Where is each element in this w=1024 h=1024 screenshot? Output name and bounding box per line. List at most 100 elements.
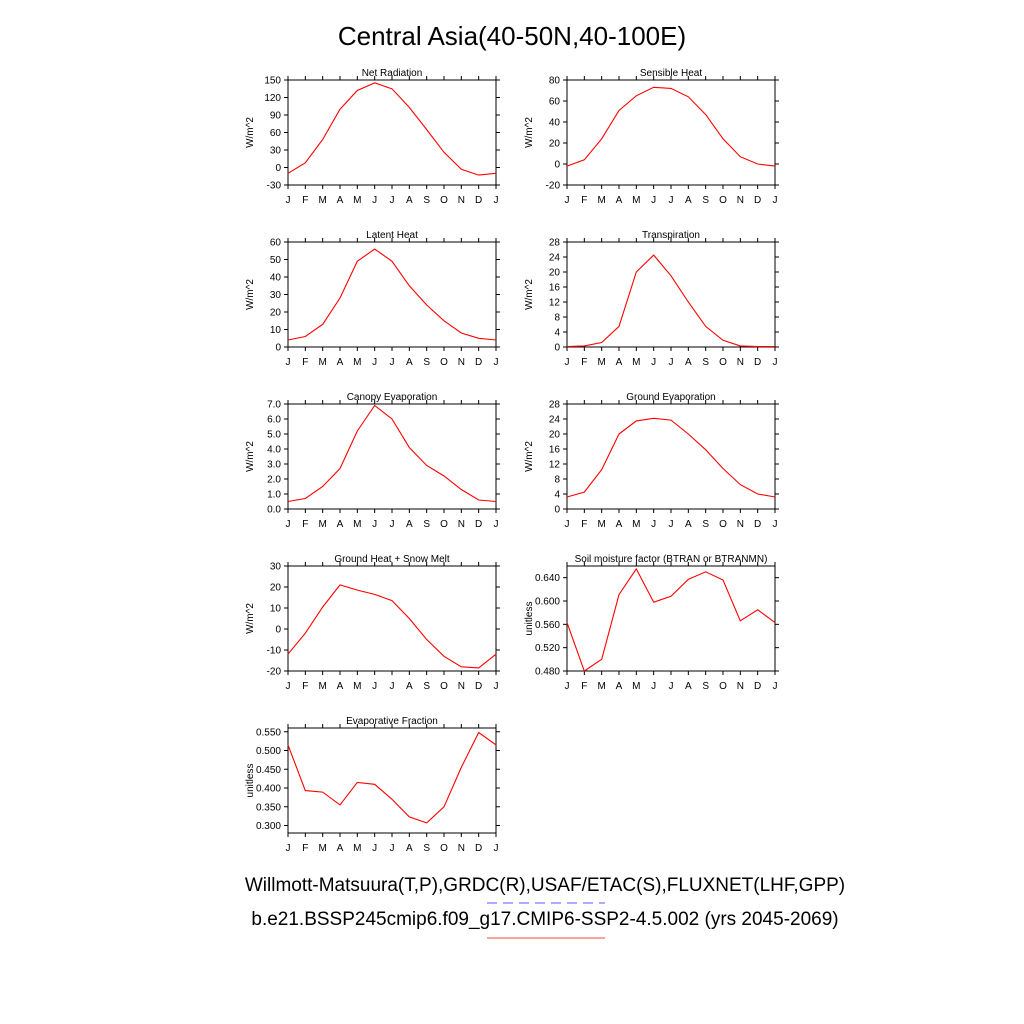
x-tick-label: J [286, 357, 291, 368]
y-axis-label: W/m^2 [524, 279, 535, 310]
x-tick-label: M [353, 681, 361, 692]
x-tick-label: F [302, 681, 308, 692]
y-tick-label: 6.0 [267, 415, 281, 426]
x-tick-label: O [719, 357, 727, 368]
y-tick-label: -30 [267, 181, 282, 192]
x-tick-label: O [440, 195, 448, 206]
y-tick-label: 0.480 [535, 667, 560, 678]
x-tick-label: J [669, 519, 674, 530]
x-tick-label: A [685, 357, 692, 368]
x-tick-label: A [337, 519, 344, 530]
x-tick-label: J [390, 519, 395, 530]
x-tick-label: M [597, 357, 605, 368]
y-tick-label: 0 [275, 625, 281, 636]
x-tick-label: M [632, 519, 640, 530]
y-tick-label: 0.450 [256, 765, 281, 776]
x-tick-label: N [458, 195, 465, 206]
y-tick-label: 8 [554, 475, 560, 486]
y-axis-label: W/m^2 [245, 441, 256, 472]
x-tick-label: A [406, 357, 413, 368]
y-tick-label: 1.0 [267, 490, 281, 501]
y-tick-label: -20 [546, 181, 561, 192]
y-tick-label: 80 [549, 76, 561, 87]
x-tick-label: D [475, 195, 482, 206]
y-tick-label: 0 [554, 505, 560, 516]
x-tick-label: J [286, 681, 291, 692]
x-tick-label: D [754, 195, 761, 206]
x-tick-label: J [773, 519, 778, 530]
x-tick-label: J [286, 843, 291, 854]
plot-frame [287, 79, 497, 186]
x-tick-label: J [669, 195, 674, 206]
x-tick-label: M [353, 519, 361, 530]
x-tick-label: J [651, 519, 656, 530]
x-tick-label: M [597, 195, 605, 206]
x-tick-label: M [353, 357, 361, 368]
y-tick-label: 0.520 [535, 643, 560, 654]
plot-frame [566, 241, 776, 348]
x-tick-label: J [372, 519, 377, 530]
x-tick-label: A [685, 519, 692, 530]
y-tick-label: 28 [549, 400, 561, 411]
x-tick-label: M [353, 843, 361, 854]
x-tick-label: S [702, 519, 709, 530]
y-tick-label: 10 [270, 604, 282, 615]
x-tick-label: M [597, 681, 605, 692]
x-tick-label: F [302, 357, 308, 368]
x-tick-label: S [423, 357, 430, 368]
plot-frame [566, 79, 776, 186]
y-tick-label: 16 [549, 283, 561, 294]
plot-frame [287, 727, 497, 834]
x-tick-label: M [632, 195, 640, 206]
x-tick-label: A [406, 681, 413, 692]
y-axis-label: W/m^2 [524, 441, 535, 472]
chart-panel: Canopy Evaporation 0.0 1.0 2.0 3.0 4.0 5.0 6.0 7… [245, 392, 500, 530]
x-tick-label: M [318, 519, 326, 530]
x-tick-label: J [494, 681, 499, 692]
y-tick-label: 60 [270, 128, 282, 139]
x-tick-label: O [440, 843, 448, 854]
chart-panel: Soil moisture factor (BTRAN or BTRANMN) 0… [524, 554, 779, 692]
x-tick-label: J [390, 843, 395, 854]
y-axis-label: W/m^2 [245, 603, 256, 634]
y-tick-label: 60 [549, 97, 561, 108]
x-tick-label: J [494, 195, 499, 206]
x-tick-label: A [406, 195, 413, 206]
x-tick-label: O [719, 681, 727, 692]
x-tick-label: N [737, 195, 744, 206]
x-tick-label: S [423, 843, 430, 854]
y-tick-label: -20 [267, 667, 282, 678]
x-tick-label: J [390, 357, 395, 368]
x-tick-label: M [318, 357, 326, 368]
plot-frame [287, 565, 497, 672]
x-tick-label: D [754, 357, 761, 368]
x-tick-label: A [337, 843, 344, 854]
x-tick-label: M [632, 681, 640, 692]
y-tick-label: 0 [554, 343, 560, 354]
x-tick-label: J [773, 357, 778, 368]
y-tick-label: 150 [264, 76, 281, 87]
y-tick-label: 10 [270, 325, 282, 336]
y-tick-label: 40 [549, 118, 561, 129]
x-tick-label: J [669, 681, 674, 692]
y-tick-label: 20 [549, 430, 561, 441]
x-tick-label: D [475, 843, 482, 854]
x-tick-label: N [737, 681, 744, 692]
y-tick-label: 0.600 [535, 597, 560, 608]
y-axis-label: W/m^2 [524, 117, 535, 148]
x-tick-label: N [458, 843, 465, 854]
y-axis-label: W/m^2 [245, 117, 256, 148]
series-line [566, 86, 776, 167]
x-tick-label: J [286, 195, 291, 206]
series-line [287, 731, 497, 824]
panel-title: Evaporative Fraction [346, 716, 438, 727]
y-tick-label: 4.0 [267, 445, 281, 456]
series-line [287, 82, 497, 176]
x-tick-label: A [406, 519, 413, 530]
x-tick-label: M [632, 357, 640, 368]
